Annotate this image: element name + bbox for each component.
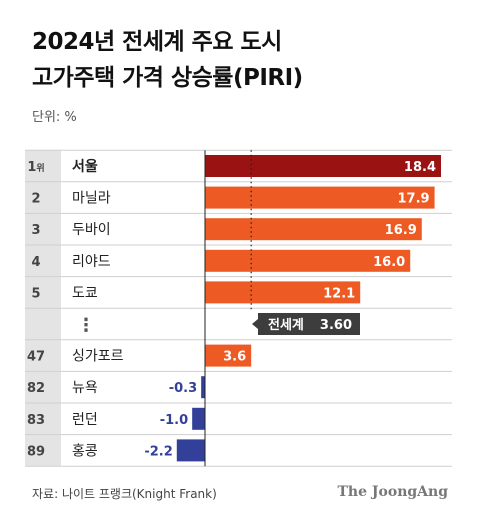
bar bbox=[201, 376, 205, 399]
city-label: 마닐라 bbox=[72, 191, 111, 207]
city-label: 두바이 bbox=[72, 222, 111, 238]
rank-label: 3 bbox=[31, 223, 40, 238]
source-note: 자료: 나이트 프랭크(Knight Frank) bbox=[32, 487, 217, 501]
average-callout-value: 3.60 bbox=[320, 318, 352, 333]
average-callout-label: 전세계 bbox=[268, 317, 304, 333]
rank-label: 89 bbox=[27, 444, 45, 459]
city-label: 서울 bbox=[72, 158, 98, 175]
city-label: 리야드 bbox=[72, 254, 111, 270]
chart-title: 2024년 전세계 주요 도시 고가주택 가격 상승률(PIRI) bbox=[32, 24, 452, 96]
average-callout-pointer bbox=[252, 319, 258, 329]
rank-label: 5 bbox=[31, 286, 40, 301]
rank-label: 2 bbox=[31, 192, 40, 207]
bar bbox=[176, 439, 205, 462]
title-line-2: 고가주택 가격 상승률(PIRI) bbox=[32, 65, 303, 91]
ellipsis-marker: ⋮ bbox=[77, 315, 95, 336]
city-label: 런던 bbox=[72, 412, 98, 428]
bar bbox=[205, 186, 435, 209]
bar bbox=[205, 344, 252, 367]
rank-suffix: 위 bbox=[36, 162, 44, 174]
value-label: 12.1 bbox=[323, 286, 355, 301]
bar bbox=[205, 249, 411, 272]
bar bbox=[205, 218, 422, 241]
brand-logo: The JoongAng bbox=[337, 484, 448, 500]
city-label: 싱가포르 bbox=[72, 349, 124, 365]
unit-label: 단위: % bbox=[32, 110, 77, 125]
value-label: -1.0 bbox=[160, 413, 188, 428]
value-label: 17.9 bbox=[398, 192, 430, 207]
city-label: 도쿄 bbox=[72, 285, 98, 301]
city-label: 홍콩 bbox=[72, 443, 98, 459]
value-label: 3.6 bbox=[223, 350, 246, 365]
value-label: -0.3 bbox=[169, 381, 197, 396]
value-label: 16.0 bbox=[373, 255, 405, 270]
bar bbox=[205, 281, 361, 304]
value-label: 18.4 bbox=[404, 160, 436, 175]
value-label: -2.2 bbox=[144, 444, 172, 459]
rank-label: 1위 bbox=[27, 160, 44, 175]
title-line-1: 2024년 전세계 주요 도시 bbox=[32, 29, 282, 55]
rank-label: 4 bbox=[31, 255, 40, 270]
rank-label: 47 bbox=[27, 350, 45, 365]
bar bbox=[192, 407, 205, 430]
rank-label: 83 bbox=[27, 413, 45, 428]
value-label: 16.9 bbox=[385, 223, 417, 238]
bar bbox=[205, 155, 441, 177]
city-label: 뉴욕 bbox=[72, 380, 98, 396]
rank-label: 82 bbox=[27, 381, 45, 396]
average-callout-box bbox=[258, 313, 360, 335]
